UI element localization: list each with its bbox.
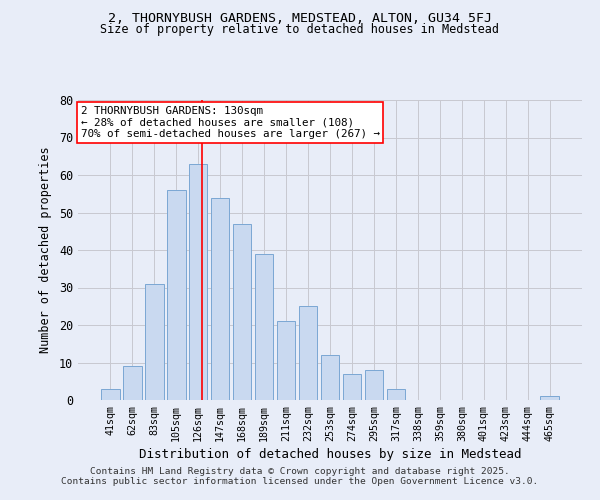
Text: Size of property relative to detached houses in Medstead: Size of property relative to detached ho… <box>101 22 499 36</box>
Bar <box>277 322 295 400</box>
Bar <box>189 164 208 400</box>
Bar <box>101 389 119 400</box>
Bar <box>145 284 164 400</box>
Bar <box>211 198 229 400</box>
Bar <box>123 366 142 400</box>
Bar <box>233 224 251 400</box>
Text: 2, THORNYBUSH GARDENS, MEDSTEAD, ALTON, GU34 5FJ: 2, THORNYBUSH GARDENS, MEDSTEAD, ALTON, … <box>108 12 492 26</box>
Y-axis label: Number of detached properties: Number of detached properties <box>39 146 52 354</box>
Text: 2 THORNYBUSH GARDENS: 130sqm
← 28% of detached houses are smaller (108)
70% of s: 2 THORNYBUSH GARDENS: 130sqm ← 28% of de… <box>80 106 380 139</box>
Text: Contains public sector information licensed under the Open Government Licence v3: Contains public sector information licen… <box>61 477 539 486</box>
Bar <box>365 370 383 400</box>
Bar <box>541 396 559 400</box>
Bar <box>386 389 405 400</box>
Bar <box>255 254 274 400</box>
Bar <box>320 355 340 400</box>
Text: Contains HM Land Registry data © Crown copyright and database right 2025.: Contains HM Land Registry data © Crown c… <box>90 467 510 476</box>
Bar <box>343 374 361 400</box>
Bar <box>299 306 317 400</box>
X-axis label: Distribution of detached houses by size in Medstead: Distribution of detached houses by size … <box>139 448 521 461</box>
Bar <box>167 190 185 400</box>
